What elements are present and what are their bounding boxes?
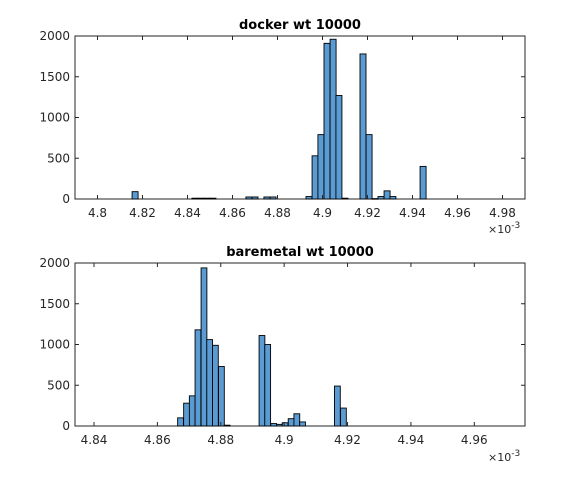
docker-bar <box>197 197 205 200</box>
baremetal-bar <box>276 423 283 427</box>
docker-bar <box>359 53 367 200</box>
docker-bar <box>371 198 379 200</box>
docker-bar <box>311 155 319 200</box>
baremetal-histogram-title: baremetal wt 10000 <box>226 245 374 260</box>
baremetal-bar <box>258 335 266 427</box>
docker-bar <box>131 191 139 200</box>
baremetal-x-tick-label: 4.96 <box>461 433 488 447</box>
baremetal-x-axis: 4.84 4.86 4.88 4.9 4.92 4.94 4.96 <box>81 263 488 447</box>
docker-x-tick-label: 4.84 <box>174 206 201 220</box>
docker-x-tick-label: 4.82 <box>129 206 156 220</box>
docker-y-tick-label: 2000 <box>39 29 70 43</box>
baremetal-bar <box>177 417 184 427</box>
baremetal-bar <box>188 395 196 427</box>
baremetal-plot-area <box>74 262 526 427</box>
baremetal-y-tick-label: 1000 <box>39 338 70 352</box>
docker-bar <box>203 197 211 200</box>
docker-y-tick-label: 1500 <box>39 70 70 84</box>
docker-x-exponent: ×10-3 <box>488 221 520 236</box>
docker-x-tick-label: 4.9 <box>313 206 332 220</box>
docker-bars <box>131 38 427 200</box>
baremetal-histogram-panel: baremetal wt 10000 4.84 4.86 4.88 4.9 4.92 4.… <box>39 245 526 464</box>
docker-bar <box>305 196 313 200</box>
baremetal-x-tick-label: 4.84 <box>81 433 108 447</box>
baremetal-bar <box>212 344 219 427</box>
docker-histogram-panel: docker wt 10000 4.8 4.82 4.84 4.86 4.88 4.9 4.… <box>39 18 526 236</box>
baremetal-y-tick-label: 0 <box>62 419 70 433</box>
docker-x-tick-label: 4.88 <box>264 206 291 220</box>
docker-bar <box>245 196 253 200</box>
docker-x-tick-label: 4.8 <box>88 206 107 220</box>
docker-bar <box>323 42 331 200</box>
baremetal-x-tick-label: 4.88 <box>207 433 234 447</box>
docker-bar <box>251 196 259 200</box>
docker-bar <box>335 95 343 200</box>
baremetal-bar <box>200 267 208 427</box>
docker-y-tick-label: 1000 <box>39 111 70 125</box>
baremetal-bar <box>293 413 301 427</box>
baremetal-y-tick-label: 2000 <box>39 256 70 270</box>
docker-bar <box>317 134 325 200</box>
baremetal-y-tick-label: 500 <box>47 378 70 392</box>
docker-y-tick-label: 0 <box>62 192 70 206</box>
docker-bar <box>389 196 397 200</box>
docker-y-axis: 0 500 1000 1500 2000 <box>39 29 525 206</box>
docker-bar <box>263 196 271 200</box>
docker-bar <box>377 196 385 200</box>
baremetal-y-axis: 0 500 1000 1500 2000 <box>39 256 525 433</box>
baremetal-bar <box>223 424 231 427</box>
baremetal-bar <box>270 423 278 427</box>
docker-bar <box>329 38 337 200</box>
docker-x-tick-label: 4.86 <box>219 206 246 220</box>
docker-plot-area <box>74 35 526 200</box>
docker-bar <box>383 190 391 200</box>
baremetal-bar <box>194 329 202 427</box>
baremetal-x-tick-label: 4.86 <box>144 433 171 447</box>
baremetal-x-exponent: ×10-3 <box>488 449 520 464</box>
baremetal-bar <box>299 421 306 427</box>
docker-y-tick-label: 500 <box>47 151 70 165</box>
baremetal-bar <box>287 418 295 427</box>
baremetal-x-tick-label: 4.9 <box>275 433 294 447</box>
baremetal-bar <box>334 385 341 427</box>
docker-x-tick-label: 4.98 <box>489 206 516 220</box>
docker-x-tick-label: 4.92 <box>354 206 381 220</box>
baremetal-bar <box>206 339 214 427</box>
baremetal-bars <box>177 267 347 427</box>
docker-x-tick-label: 4.94 <box>399 206 426 220</box>
baremetal-bar <box>281 422 289 427</box>
docker-bar <box>419 165 427 200</box>
docker-bar <box>191 197 199 200</box>
baremetal-bar <box>218 366 225 427</box>
docker-bar <box>269 196 277 200</box>
docker-histogram-title: docker wt 10000 <box>239 18 361 33</box>
docker-x-axis: 4.8 4.82 4.84 4.86 4.88 4.9 4.92 4.94 4.96 4.98 <box>88 36 516 220</box>
docker-bar <box>341 197 349 200</box>
baremetal-y-tick-label: 1500 <box>39 297 70 311</box>
docker-bar <box>365 134 373 200</box>
baremetal-x-tick-label: 4.92 <box>334 433 361 447</box>
docker-x-tick-label: 4.96 <box>444 206 471 220</box>
baremetal-bar <box>340 407 347 427</box>
baremetal-bar <box>183 402 190 427</box>
baremetal-x-tick-label: 4.94 <box>398 433 425 447</box>
docker-bar <box>209 197 217 200</box>
baremetal-bar <box>264 344 272 427</box>
